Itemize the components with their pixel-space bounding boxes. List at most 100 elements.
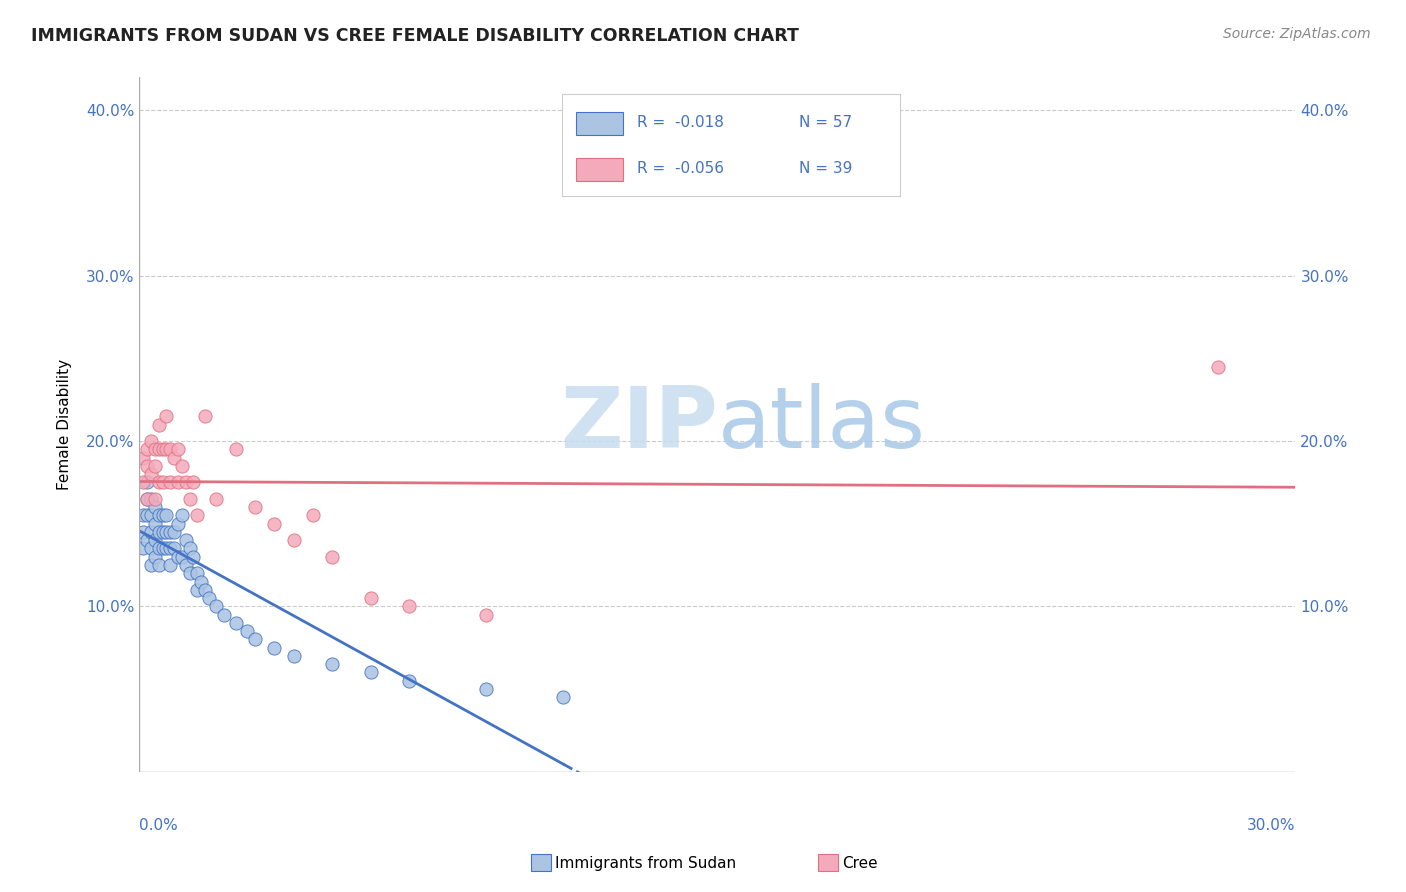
Point [170, 549, 193, 564]
Point [360, 665, 382, 680]
Point [167, 549, 190, 564]
Point [143, 491, 166, 506]
Text: IMMIGRANTS FROM SUDAN VS CREE FEMALE DISABILITY CORRELATION CHART: IMMIGRANTS FROM SUDAN VS CREE FEMALE DIS… [31, 27, 799, 45]
Point [205, 599, 228, 614]
Point [152, 508, 174, 523]
Point [225, 442, 247, 457]
Point [136, 442, 159, 457]
Point [155, 508, 177, 523]
Point [132, 541, 155, 556]
Point [148, 475, 170, 490]
Point [148, 524, 170, 539]
Point [167, 516, 190, 531]
Point [398, 599, 420, 614]
Point [186, 582, 208, 597]
Point [183, 475, 205, 490]
Point [143, 442, 166, 457]
Point [205, 491, 228, 506]
Point [174, 533, 197, 548]
Text: Immigrants from Sudan: Immigrants from Sudan [555, 856, 737, 871]
Point [139, 434, 162, 448]
Point [198, 591, 221, 605]
Text: R =  -0.018: R = -0.018 [637, 115, 724, 130]
Point [159, 475, 181, 490]
Y-axis label: Female Disability: Female Disability [58, 359, 72, 490]
Point [148, 417, 170, 432]
Point [136, 508, 159, 523]
Point [163, 450, 186, 465]
Point [143, 549, 166, 564]
Point [159, 442, 181, 457]
Point [143, 500, 166, 515]
Point [321, 657, 343, 672]
Point [152, 541, 174, 556]
Text: Source: ZipAtlas.com: Source: ZipAtlas.com [1223, 27, 1371, 41]
Point [212, 607, 235, 622]
Point [155, 442, 177, 457]
Point [159, 541, 181, 556]
Point [167, 475, 190, 490]
Point [132, 524, 155, 539]
Point [360, 591, 382, 605]
Point [398, 673, 420, 688]
Bar [576, 158, 623, 181]
Point [263, 516, 285, 531]
Point [152, 524, 174, 539]
Point [155, 541, 177, 556]
Point [152, 475, 174, 490]
Point [186, 508, 208, 523]
Point [136, 458, 159, 473]
Point [132, 508, 155, 523]
Bar [576, 112, 623, 135]
Text: atlas: atlas [717, 383, 925, 466]
Point [143, 458, 166, 473]
Point [136, 475, 159, 490]
Point [139, 491, 162, 506]
Point [186, 566, 208, 581]
Point [174, 475, 197, 490]
Point [143, 516, 166, 531]
Point [243, 632, 266, 647]
Text: N = 39: N = 39 [799, 161, 852, 176]
Text: R =  -0.056: R = -0.056 [637, 161, 724, 176]
Point [148, 508, 170, 523]
Point [136, 491, 159, 506]
Point [155, 409, 177, 424]
Point [136, 533, 159, 548]
Point [170, 508, 193, 523]
Point [475, 681, 498, 696]
Point [155, 524, 177, 539]
Text: 0.0%: 0.0% [139, 818, 179, 833]
Point [139, 558, 162, 572]
Point [243, 500, 266, 515]
Point [179, 541, 201, 556]
Point [148, 541, 170, 556]
Point [236, 624, 259, 639]
Point [148, 442, 170, 457]
Point [190, 574, 212, 589]
Text: Cree: Cree [842, 856, 877, 871]
Point [183, 549, 205, 564]
Point [167, 442, 190, 457]
Point [179, 491, 201, 506]
Point [139, 541, 162, 556]
Point [321, 549, 343, 564]
Point [143, 533, 166, 548]
Point [1208, 359, 1230, 374]
Point [163, 524, 186, 539]
Point [148, 558, 170, 572]
Point [553, 690, 575, 705]
Point [225, 615, 247, 630]
Point [159, 524, 181, 539]
Text: N = 57: N = 57 [799, 115, 852, 130]
Point [132, 475, 155, 490]
Point [283, 648, 305, 663]
Point [159, 558, 181, 572]
Point [139, 508, 162, 523]
Point [301, 508, 323, 523]
Point [174, 558, 197, 572]
Point [139, 467, 162, 482]
Point [132, 450, 155, 465]
Point [283, 533, 305, 548]
Point [194, 409, 217, 424]
